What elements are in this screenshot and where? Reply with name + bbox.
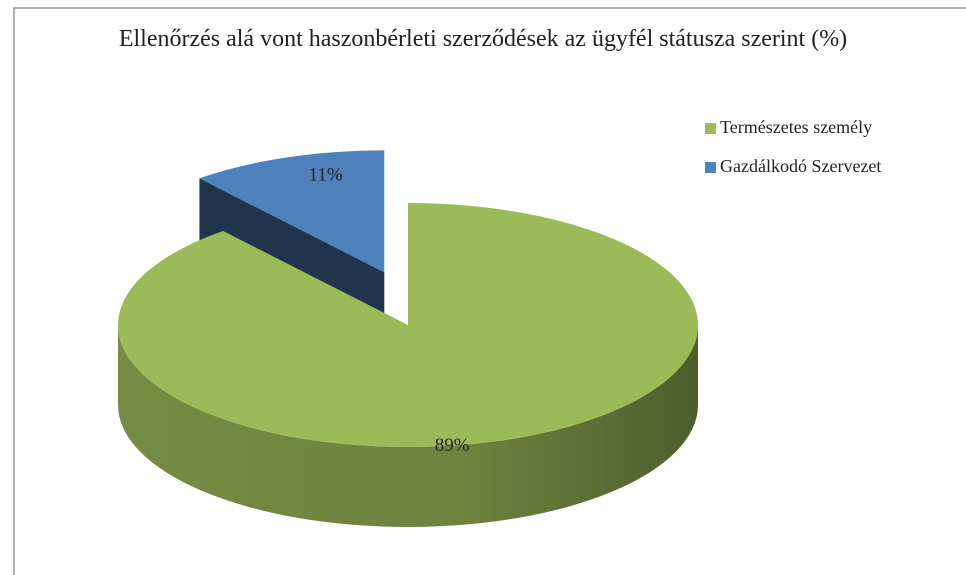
chart-frame bbox=[13, 7, 966, 575]
data-label: 11% bbox=[309, 165, 343, 186]
slice bbox=[118, 203, 699, 447]
legend-label: Természetes személy bbox=[720, 117, 872, 137]
legend-swatch bbox=[705, 123, 716, 134]
legend-label: Gazdálkodó Szervezet bbox=[720, 156, 881, 176]
chart-title: Ellenőrzés alá vont haszonbérleti szerző… bbox=[118, 26, 848, 52]
data-label: 89% bbox=[435, 435, 470, 456]
slice bbox=[199, 150, 385, 273]
legend-swatch bbox=[705, 162, 716, 173]
slice-side bbox=[118, 325, 698, 527]
